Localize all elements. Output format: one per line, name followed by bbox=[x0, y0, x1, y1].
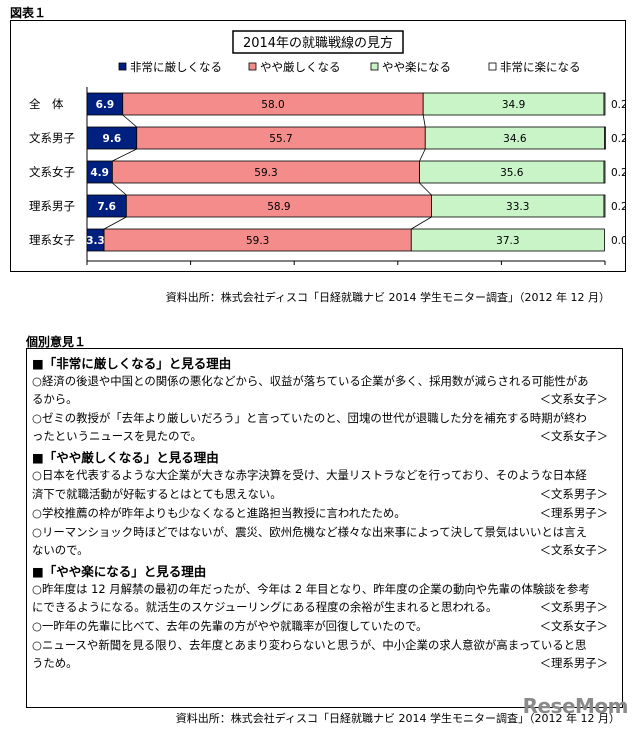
data-label: 0.2 bbox=[611, 167, 625, 179]
data-label: 58.0 bbox=[261, 99, 284, 111]
opinion-tag: ＜理系男子＞ bbox=[539, 656, 608, 671]
resemom-logo: ReseMom bbox=[522, 694, 629, 718]
opinion-tag: ＜文系男子＞ bbox=[539, 600, 608, 614]
data-label: 34.6 bbox=[503, 133, 527, 145]
figure-label: 図表１ bbox=[10, 6, 47, 20]
data-label: 0.0 bbox=[611, 235, 625, 247]
series-connector-line bbox=[112, 182, 127, 196]
data-label: 0.2 bbox=[611, 99, 625, 111]
bar-segment bbox=[604, 126, 606, 150]
bar-segment bbox=[410, 228, 605, 252]
data-label: 59.3 bbox=[246, 235, 269, 247]
opinion-line: るから。 bbox=[32, 392, 78, 407]
opinion-tag: ＜文系女子＞ bbox=[539, 429, 608, 444]
opinion-line: ないので。 bbox=[32, 542, 89, 557]
opinion-tag: ＜文系女子＞ bbox=[539, 392, 608, 407]
chart-frame: 2014年の就職戦線の見方非常に厳しくなる やや厳しくなる やや楽になる 非常に楽にな… bbox=[10, 20, 626, 272]
data-label: 0.2 bbox=[611, 201, 625, 213]
opinion-line: ○昨年度は 12 月解禁の最初の年だったが、今年は 2 年目となり、昨年度の企業… bbox=[32, 581, 590, 596]
legend-swatch bbox=[118, 62, 127, 71]
opinion-line: うため。 bbox=[32, 656, 78, 671]
legend-swatch bbox=[248, 62, 257, 71]
opinion-line: ○学校推薦の枠が昨年よりも少なくなると進路担当教授に言われたため。 bbox=[32, 505, 406, 520]
series-connector-line bbox=[419, 182, 432, 196]
data-label: 33.3 bbox=[506, 201, 529, 213]
bar-segment bbox=[603, 92, 606, 116]
opinion-line: ○一昨年の先輩に比べて、去年の先輩の方がやや就職率が回復していたので。 bbox=[32, 619, 428, 634]
opinions-source: 資料出所：株式会社ディスコ「日経就職ナビ 2014 学生モニター調査」（2012… bbox=[175, 712, 620, 725]
data-label: 0.2 bbox=[611, 133, 625, 145]
opinion-line: ○ニュースや新聞を見る限り、去年度とあまり変わらないと思うが、中小企業の求人意欲… bbox=[32, 638, 587, 653]
legend-label: 非常に楽になる bbox=[500, 60, 581, 74]
bar-segment bbox=[603, 194, 606, 218]
category-label: 文系女子 bbox=[29, 165, 75, 179]
data-label: 3.3 bbox=[86, 235, 105, 247]
series-connector-line bbox=[103, 216, 127, 230]
opinion-line: ○経済の後退や中国との関係の悪化などから、収益が落ちている企業が多く、採用数が減… bbox=[32, 374, 589, 388]
opinion-line: 済下で就職活動が好転するとはとても思えない。 bbox=[32, 486, 282, 501]
chart-title-box bbox=[232, 30, 404, 54]
bar-segment bbox=[603, 160, 606, 184]
opinion-tag: ＜理系男子＞ bbox=[539, 505, 608, 520]
data-label: 9.6 bbox=[103, 133, 122, 145]
data-label: 7.6 bbox=[97, 201, 116, 213]
opinion-line: ったというニュースを見たので。 bbox=[32, 429, 202, 444]
opinion-tag: ＜文系女子＞ bbox=[539, 542, 608, 557]
data-label: 37.3 bbox=[496, 235, 519, 247]
category-label: 文系男子 bbox=[29, 131, 75, 145]
logo-text: ReseMom bbox=[522, 694, 629, 718]
section-heading: ■「非常に厳しくなる」と見る理由 bbox=[32, 356, 232, 371]
legend-swatch bbox=[370, 62, 379, 71]
data-label: 35.6 bbox=[500, 167, 524, 179]
category-label: 理系男子 bbox=[29, 199, 75, 213]
data-label: 58.9 bbox=[267, 201, 290, 213]
series-connector-line bbox=[122, 114, 137, 128]
opinion-line: ○ゼミの教授が「去年より厳しいだろう」と言っていたのと、団塊の世代が退職した分を… bbox=[32, 411, 587, 426]
series-connector-line bbox=[419, 148, 426, 162]
category-label: 全 体 bbox=[29, 97, 64, 111]
opinion-tag: ＜文系男子＞ bbox=[539, 486, 608, 501]
series-connector-line bbox=[112, 148, 137, 162]
chart-title: 2014年の就職戦線の見方 bbox=[243, 35, 393, 51]
opinion-line: にできるようになる。就活生のスケジューリングにある程度の余裕が生まれると思われる… bbox=[32, 600, 498, 614]
data-label: 34.9 bbox=[502, 99, 525, 111]
data-label: 6.9 bbox=[96, 99, 115, 111]
section-heading: ■「やや厳しくなる」と見る理由 bbox=[32, 450, 219, 466]
data-label: 4.9 bbox=[90, 167, 109, 179]
section-heading: ■「やや楽になる」と見る理由 bbox=[32, 563, 207, 579]
data-label: 55.7 bbox=[269, 133, 292, 145]
opinions-box: ■「非常に厳しくなる」と見る理由 ○経済の後退や中国との関係の悪化などから、収益が… bbox=[26, 348, 623, 708]
opinion-tag: ＜文系女子＞ bbox=[539, 619, 608, 634]
legend-swatch bbox=[488, 62, 497, 71]
series-connector-line bbox=[411, 216, 432, 230]
opinion-line: ○日本を代表するような大企業が大きな赤字決算を受け、大量リストラなどを行っており… bbox=[32, 468, 587, 483]
chart-source: 資料出所：株式会社ディスコ「日経就職ナビ 2014 学生モニター調査」（2012… bbox=[165, 291, 610, 304]
series-connector-line bbox=[422, 114, 426, 128]
category-label: 理系女子 bbox=[29, 233, 75, 247]
opinions-label: 個別意見１ bbox=[26, 335, 87, 349]
data-label: 59.3 bbox=[254, 167, 277, 179]
legend-label: やや楽になる bbox=[382, 60, 451, 74]
opinion-line: ○リーマンショック時ほどではないが、震災、欧州危機など様々な出来事によって決して… bbox=[32, 524, 587, 539]
legend-label: やや厳しくなる bbox=[260, 60, 341, 74]
legend-label: 非常に厳しくなる bbox=[130, 60, 222, 74]
